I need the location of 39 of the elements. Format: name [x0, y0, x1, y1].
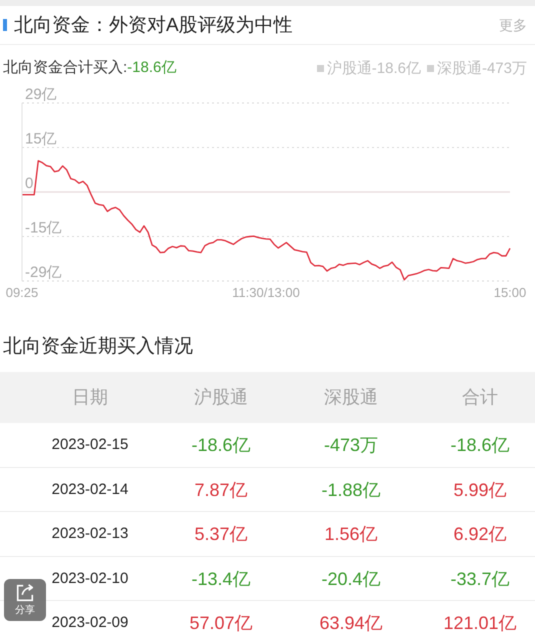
- category-label: 2023-02-09: [52, 614, 128, 631]
- text: 沪股通-18.6亿: [326, 58, 421, 78]
- category-label: 2023-02-14: [52, 480, 128, 498]
- category-label: 2023-02-15: [52, 436, 128, 453]
- category-label: 沪股通: [193, 386, 249, 409]
- y-tick-label: 29亿: [25, 86, 57, 103]
- category-label: 合计: [461, 386, 499, 409]
- text: 北向资金近期买入情况: [3, 335, 193, 359]
- text: 深股通-473万: [436, 58, 527, 78]
- category-label: 2023-02-10: [52, 570, 128, 586]
- text: 63.94亿: [319, 613, 383, 633]
- category-label: 2023-02-13: [52, 525, 128, 542]
- y-tick-label: 0: [25, 175, 34, 192]
- y-tick-label: -15亿: [25, 220, 62, 236]
- text: -18.6亿: [450, 435, 510, 455]
- chart-subtitle: 北向资金合计买入:-18.6亿: [3, 59, 176, 76]
- text: 5.99亿: [453, 480, 507, 500]
- text: -473万: [324, 435, 378, 455]
- text: -18.6亿: [191, 435, 251, 455]
- text: 日期: [71, 386, 109, 409]
- text: 121.01亿: [443, 613, 517, 633]
- text: 6.92亿: [453, 524, 507, 544]
- text: -13.4亿: [191, 568, 251, 588]
- text: -20.4亿: [321, 568, 381, 588]
- x-tick-label: 09:25: [6, 285, 38, 300]
- y-tick-label: 15亿: [25, 130, 57, 148]
- text: -33.7亿: [450, 568, 510, 588]
- text: 1.56亿: [324, 524, 378, 544]
- x-tick-label: 11:30/13:00: [232, 285, 300, 300]
- share-button: 分享: [4, 579, 46, 621]
- text: 5.37亿: [194, 524, 248, 544]
- text: 57.07亿: [189, 613, 253, 633]
- text: 更多: [499, 16, 527, 35]
- chart-title: 北向资金：外资对A股评级为中性: [14, 14, 293, 38]
- y-tick-label: -29亿: [25, 264, 62, 281]
- text: -1.88亿: [321, 480, 381, 500]
- category-label: 深股通: [323, 386, 379, 409]
- x-tick-label: 15:00: [494, 285, 526, 300]
- text: 7.87亿: [194, 480, 248, 500]
